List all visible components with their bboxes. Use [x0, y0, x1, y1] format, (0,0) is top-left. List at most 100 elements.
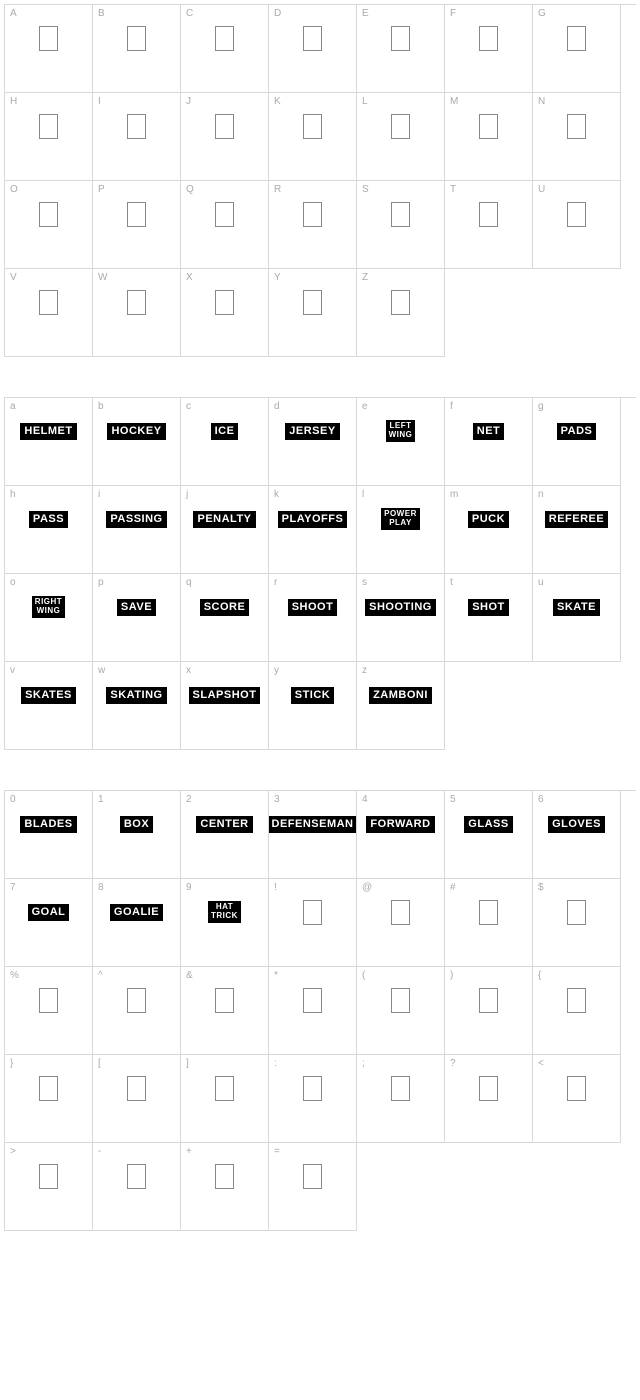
- char-cell[interactable]: >: [5, 1143, 93, 1231]
- char-cell[interactable]: 9HATTRICK: [181, 879, 269, 967]
- char-cell[interactable]: H: [5, 93, 93, 181]
- char-cell[interactable]: mPUCK: [445, 486, 533, 574]
- char-cell[interactable]: bHOCKEY: [93, 398, 181, 486]
- char-cell[interactable]: xSLAPSHOT: [181, 662, 269, 750]
- char-cell[interactable]: R: [269, 181, 357, 269]
- char-cell[interactable]: rSHOOT: [269, 574, 357, 662]
- empty-glyph-box: [215, 202, 234, 227]
- char-cell[interactable]: aHELMET: [5, 398, 93, 486]
- char-cell[interactable]: nREFEREE: [533, 486, 621, 574]
- char-cell-label: @: [362, 882, 372, 893]
- char-cell[interactable]: $: [533, 879, 621, 967]
- char-cell[interactable]: V: [5, 269, 93, 357]
- char-cell[interactable]: ]: [181, 1055, 269, 1143]
- empty-glyph-box: [127, 1164, 146, 1189]
- char-cell[interactable]: N: [533, 93, 621, 181]
- char-cell[interactable]: W: [93, 269, 181, 357]
- char-cell[interactable]: 7GOAL: [5, 879, 93, 967]
- char-cell-label: d: [274, 401, 280, 412]
- glyph-area: [93, 111, 180, 141]
- char-cell[interactable]: A: [5, 5, 93, 93]
- char-cell[interactable]: :: [269, 1055, 357, 1143]
- char-cell[interactable]: ^: [93, 967, 181, 1055]
- char-cell[interactable]: kPLAYOFFS: [269, 486, 357, 574]
- glyph-area: RIGHTWING: [5, 592, 92, 622]
- char-cell[interactable]: -: [93, 1143, 181, 1231]
- char-cell[interactable]: dJERSEY: [269, 398, 357, 486]
- char-cell[interactable]: U: [533, 181, 621, 269]
- char-cell[interactable]: #: [445, 879, 533, 967]
- word-glyph: CENTER: [196, 816, 252, 833]
- char-cell[interactable]: L: [357, 93, 445, 181]
- char-cell[interactable]: cICE: [181, 398, 269, 486]
- glyph-area: [5, 1161, 92, 1191]
- char-cell[interactable]: K: [269, 93, 357, 181]
- char-cell[interactable]: hPASS: [5, 486, 93, 574]
- char-cell[interactable]: vSKATES: [5, 662, 93, 750]
- char-cell[interactable]: @: [357, 879, 445, 967]
- char-cell[interactable]: +: [181, 1143, 269, 1231]
- char-cell[interactable]: Y: [269, 269, 357, 357]
- char-cell[interactable]: I: [93, 93, 181, 181]
- char-cell[interactable]: pSAVE: [93, 574, 181, 662]
- char-cell-label: 1: [98, 794, 104, 805]
- char-cell[interactable]: 0BLADES: [5, 791, 93, 879]
- char-cell[interactable]: ySTICK: [269, 662, 357, 750]
- char-cell[interactable]: wSKATING: [93, 662, 181, 750]
- char-cell[interactable]: zZAMBONI: [357, 662, 445, 750]
- char-cell[interactable]: uSKATE: [533, 574, 621, 662]
- char-cell[interactable]: tSHOT: [445, 574, 533, 662]
- char-cell[interactable]: jPENALTY: [181, 486, 269, 574]
- word-glyph: GOALIE: [110, 904, 163, 921]
- char-cell[interactable]: E: [357, 5, 445, 93]
- char-cell[interactable]: Q: [181, 181, 269, 269]
- char-cell[interactable]: ;: [357, 1055, 445, 1143]
- char-cell[interactable]: P: [93, 181, 181, 269]
- char-cell[interactable]: M: [445, 93, 533, 181]
- char-cell[interactable]: 3DEFENSEMAN: [269, 791, 357, 879]
- char-cell[interactable]: !: [269, 879, 357, 967]
- char-cell[interactable]: (: [357, 967, 445, 1055]
- char-cell[interactable]: =: [269, 1143, 357, 1231]
- char-cell[interactable]: O: [5, 181, 93, 269]
- char-cell[interactable]: 2CENTER: [181, 791, 269, 879]
- char-cell[interactable]: fNET: [445, 398, 533, 486]
- char-cell[interactable]: qSCORE: [181, 574, 269, 662]
- char-cell[interactable]: 6GLOVES: [533, 791, 621, 879]
- char-cell[interactable]: ): [445, 967, 533, 1055]
- char-cell[interactable]: F: [445, 5, 533, 93]
- char-cell[interactable]: sSHOOTING: [357, 574, 445, 662]
- char-cell[interactable]: }: [5, 1055, 93, 1143]
- char-cell[interactable]: ?: [445, 1055, 533, 1143]
- char-cell[interactable]: eLEFTWING: [357, 398, 445, 486]
- char-cell[interactable]: G: [533, 5, 621, 93]
- char-cell[interactable]: lPOWERPLAY: [357, 486, 445, 574]
- char-cell[interactable]: Z: [357, 269, 445, 357]
- word-glyph: STICK: [291, 687, 335, 704]
- char-cell[interactable]: T: [445, 181, 533, 269]
- char-cell[interactable]: 4FORWARD: [357, 791, 445, 879]
- empty-glyph-box: [127, 114, 146, 139]
- char-cell[interactable]: <: [533, 1055, 621, 1143]
- char-cell-label: w: [98, 665, 105, 676]
- char-cell[interactable]: *: [269, 967, 357, 1055]
- char-cell[interactable]: oRIGHTWING: [5, 574, 93, 662]
- char-cell[interactable]: S: [357, 181, 445, 269]
- char-cell[interactable]: 8GOALIE: [93, 879, 181, 967]
- empty-glyph-box: [391, 988, 410, 1013]
- char-cell[interactable]: J: [181, 93, 269, 181]
- char-cell[interactable]: B: [93, 5, 181, 93]
- char-cell[interactable]: C: [181, 5, 269, 93]
- char-cell[interactable]: X: [181, 269, 269, 357]
- char-cell[interactable]: %: [5, 967, 93, 1055]
- char-cell-label: F: [450, 8, 456, 19]
- char-cell[interactable]: gPADS: [533, 398, 621, 486]
- char-cell[interactable]: 5GLASS: [445, 791, 533, 879]
- char-cell[interactable]: iPASSING: [93, 486, 181, 574]
- char-cell[interactable]: 1BOX: [93, 791, 181, 879]
- char-cell[interactable]: [: [93, 1055, 181, 1143]
- glyph-area: [269, 199, 356, 229]
- char-cell[interactable]: {: [533, 967, 621, 1055]
- char-cell[interactable]: D: [269, 5, 357, 93]
- char-cell[interactable]: &: [181, 967, 269, 1055]
